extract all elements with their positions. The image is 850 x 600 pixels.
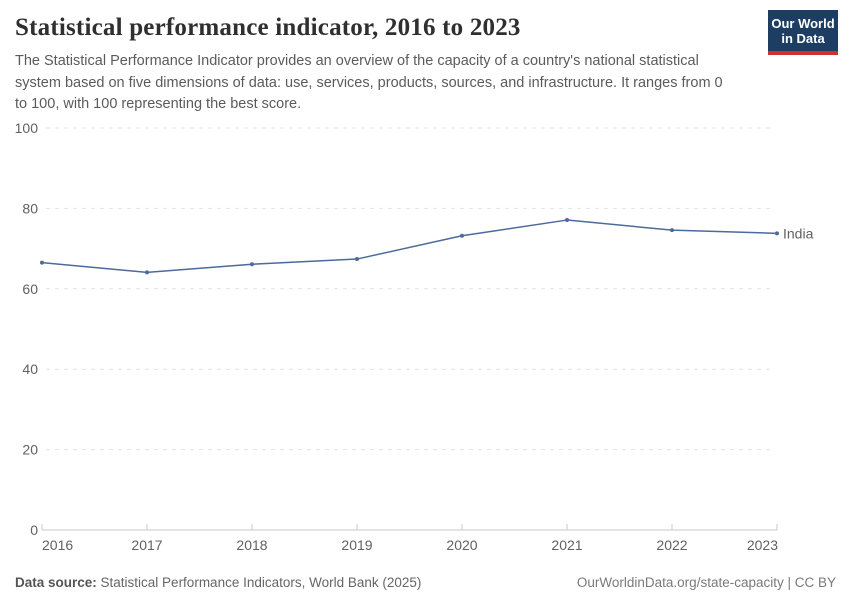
y-axis-tick-label: 40 (22, 361, 38, 377)
x-axis-tick-label: 2019 (341, 537, 372, 553)
y-axis-tick-label: 60 (22, 281, 38, 297)
y-axis-tick-label: 80 (22, 200, 38, 216)
x-axis-tick-label: 2016 (42, 537, 73, 553)
y-axis-tick-label: 20 (22, 442, 38, 458)
credit-link[interactable]: OurWorldinData.org/state-capacity | CC B… (576, 575, 836, 590)
data-point[interactable] (145, 270, 149, 275)
x-axis-tick-label: 2023 (747, 537, 778, 553)
data-point[interactable] (355, 257, 359, 262)
owid-logo[interactable]: Our World in Data (768, 10, 838, 55)
x-axis-tick-label: 2017 (131, 537, 162, 553)
x-axis-tick-label: 2018 (236, 537, 267, 553)
data-point[interactable] (250, 262, 254, 267)
x-axis-tick-label: 2022 (656, 537, 687, 553)
data-source-text: Statistical Performance Indicators, Worl… (96, 575, 422, 590)
data-point[interactable] (775, 231, 779, 236)
data-point[interactable] (565, 218, 569, 223)
series-label[interactable]: India (783, 225, 814, 241)
page-title: Statistical performance indicator, 2016 … (15, 14, 521, 41)
data-source-label: Data source: (15, 575, 97, 590)
data-point[interactable] (460, 233, 464, 238)
data-point[interactable] (670, 228, 674, 233)
y-axis-tick-label: 100 (15, 120, 39, 136)
line-chart: 0 20 40 60 80 100 2016 2017 2018 2019 2020 2021 2022… (15, 120, 814, 553)
data-source: Data source: Statistical Performance Ind… (15, 575, 421, 590)
owid-logo-line2: in Data (781, 31, 825, 46)
y-axis-tick-label: 0 (30, 522, 38, 538)
series-line[interactable] (41, 219, 778, 274)
owid-logo-line1: Our World (771, 16, 835, 31)
data-point[interactable] (40, 260, 44, 265)
x-axis-tick-label: 2020 (446, 537, 477, 553)
x-axis-tick-label: 2021 (551, 537, 582, 553)
chart-subtitle: The Statistical Performance Indicator pr… (15, 53, 723, 112)
chart-footer: Data source: Statistical Performance Ind… (15, 575, 836, 590)
